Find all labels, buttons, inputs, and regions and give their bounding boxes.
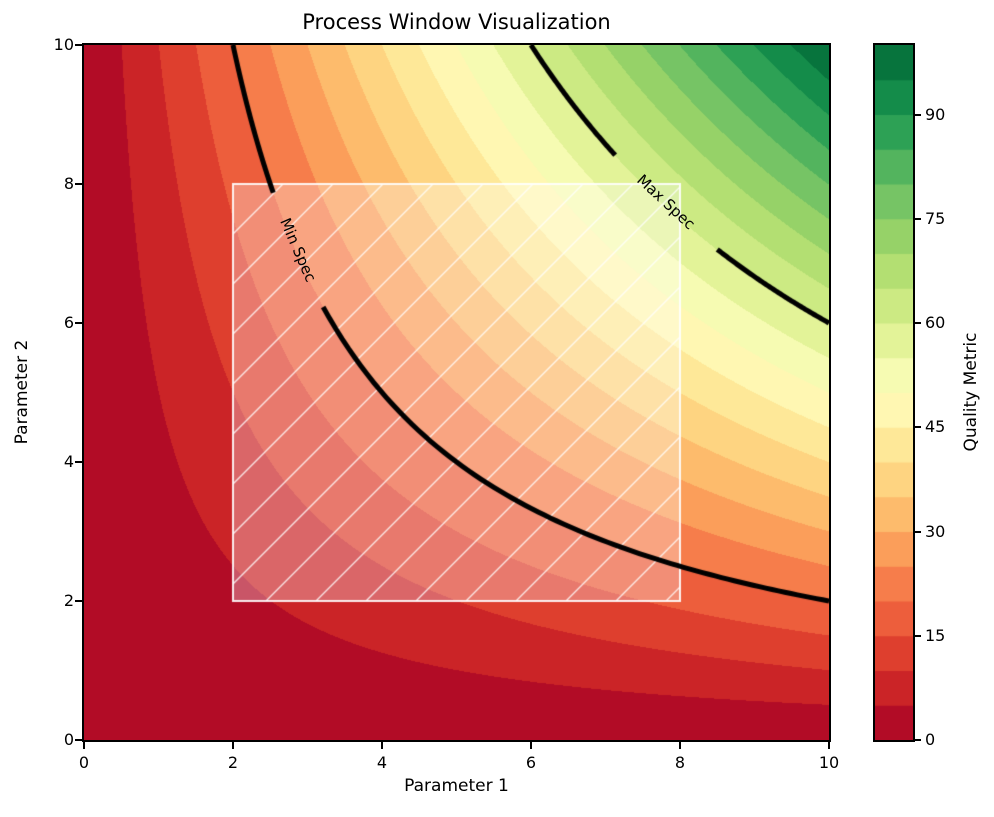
y-tick [75,739,82,741]
colorbar-tick [915,217,921,220]
colorbar-tick-label: 15 [925,625,946,645]
y-tick [75,44,82,46]
colorbar-label: Quality Metric [961,332,981,452]
x-tick [679,742,681,749]
colorbar-tick-label: 0 [925,730,936,749]
y-tick [75,461,82,463]
x-tick-label: 6 [525,753,537,772]
y-tick [75,322,82,324]
colorbar-tick [915,113,921,116]
y-tick-label: 10 [53,35,74,54]
colorbar-tick [915,426,921,429]
colorbar-canvas [875,45,913,740]
y-tick [75,600,82,602]
y-tick-label: 6 [63,313,74,332]
x-axis-label: Parameter 1 [404,776,509,796]
colorbar-tick-label: 90 [925,104,946,124]
x-tick [232,742,234,749]
x-tick-label: 10 [818,753,840,772]
colorbar-tick-label: 30 [925,521,946,541]
colorbar-tick [915,322,921,324]
colorbar-tick [915,739,921,741]
y-tick-label: 8 [63,174,74,193]
x-tick-label: 0 [78,753,90,772]
y-axis-label: Parameter 2 [12,339,32,445]
x-tick [828,742,830,749]
colorbar-tick-label: 60 [925,313,946,332]
y-tick-label: 4 [63,452,74,471]
colorbar-tick [915,530,921,533]
x-tick-label: 2 [227,753,239,772]
x-tick [83,742,85,749]
y-tick-label: 0 [63,730,74,749]
contour-plot-canvas [84,45,829,740]
chart-title: Process Window Visualization [302,10,611,34]
colorbar-tick-label: 45 [925,417,946,437]
x-tick [381,742,383,749]
y-tick-label: 2 [63,591,74,610]
x-tick [530,742,532,749]
colorbar-tick [915,634,921,637]
colorbar-tick-label: 75 [925,208,946,228]
x-tick-label: 8 [674,753,686,772]
x-tick-label: 4 [376,753,388,772]
y-tick [75,183,82,185]
